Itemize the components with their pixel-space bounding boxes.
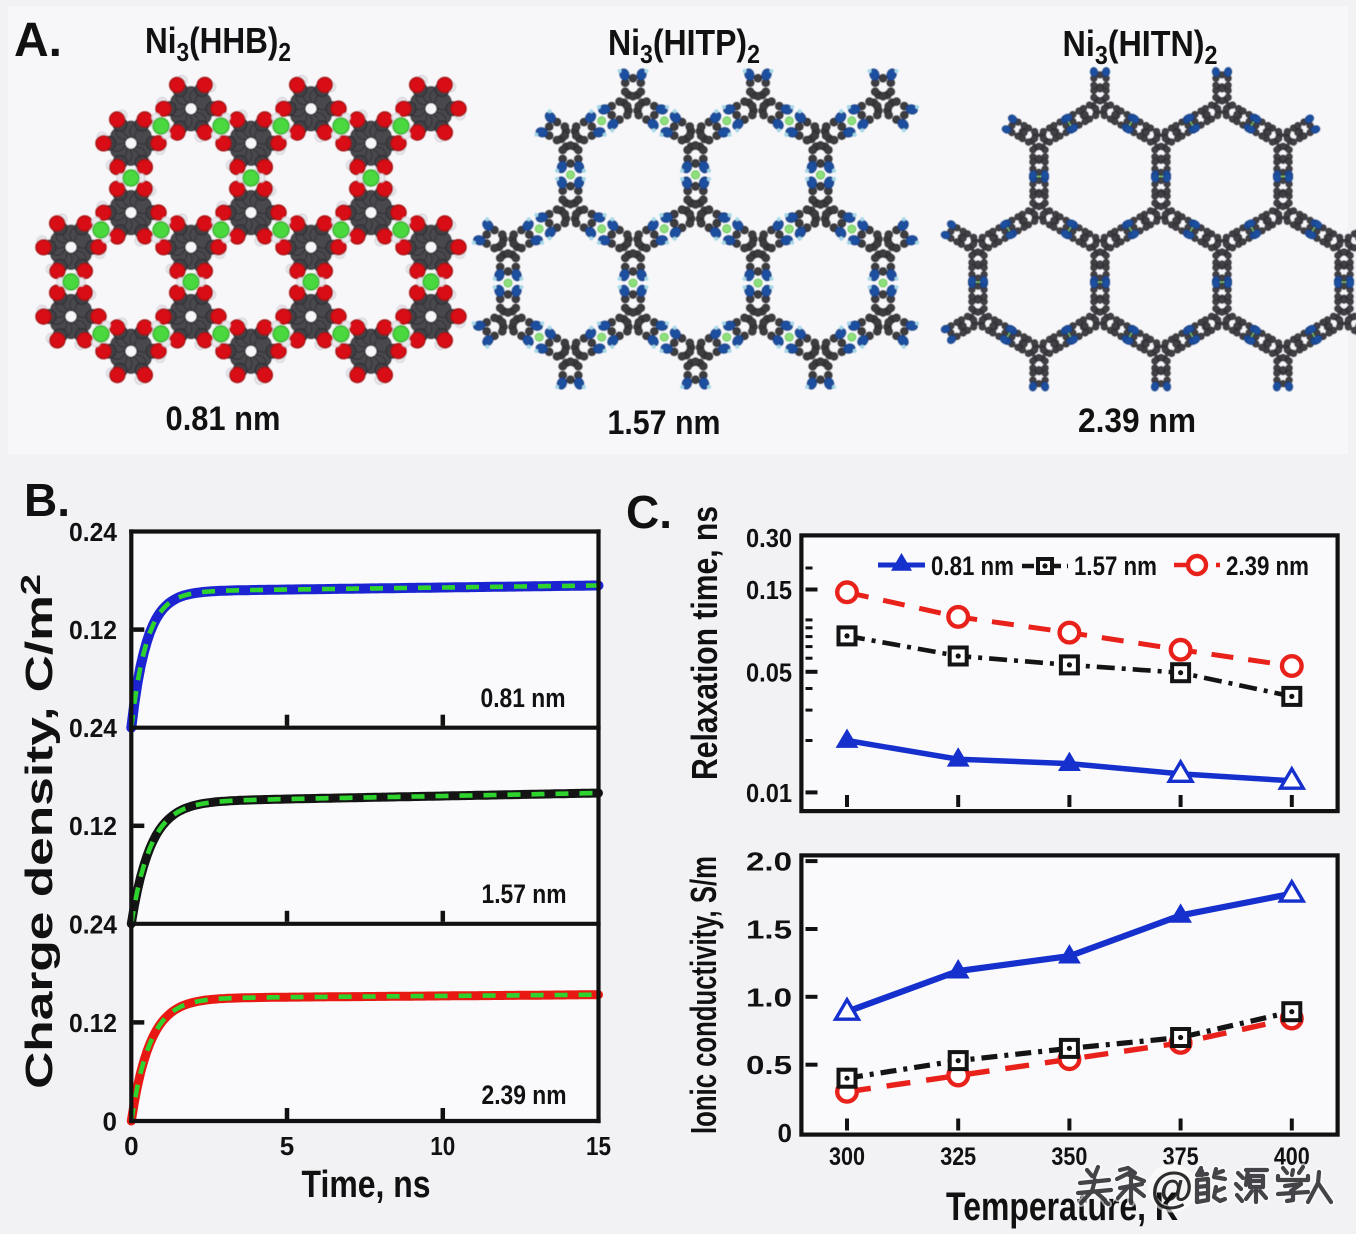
svg-text:0.05: 0.05 (746, 659, 792, 687)
svg-text:10: 10 (430, 1133, 455, 1162)
svg-text:1.57 nm: 1.57 nm (1074, 552, 1157, 581)
svg-text:0: 0 (124, 1131, 138, 1161)
svg-text:15: 15 (586, 1133, 611, 1162)
svg-text:Charge density, C/m: Charge density, C/m (18, 595, 61, 1089)
svg-text:0.5: 0.5 (746, 1051, 792, 1080)
svg-text:0.24: 0.24 (69, 715, 117, 744)
svg-text:2.39 nm: 2.39 nm (1226, 552, 1309, 581)
svg-text:0.24: 0.24 (69, 911, 117, 940)
svg-text:350: 350 (1051, 1143, 1087, 1171)
svg-text:325: 325 (940, 1143, 976, 1171)
svg-text:A.: A. (14, 14, 62, 67)
svg-text:Ni3(HHB)2: Ni3(HHB)2 (145, 21, 291, 67)
svg-text:0.81 nm: 0.81 nm (166, 400, 281, 438)
svg-text:Ni3(HITN)2: Ni3(HITN)2 (1063, 24, 1218, 70)
svg-text:2.39 nm: 2.39 nm (1078, 401, 1196, 439)
svg-text:Time, ns: Time, ns (302, 1163, 431, 1205)
svg-text:Ionic conductivity, S/m: Ionic conductivity, S/m (684, 856, 724, 1134)
svg-text:C.: C. (626, 486, 672, 538)
svg-text:Relaxation time, ns: Relaxation time, ns (686, 506, 726, 780)
svg-text:0.15: 0.15 (746, 577, 792, 605)
svg-text:0.30: 0.30 (746, 525, 792, 553)
svg-text:5: 5 (280, 1131, 294, 1161)
svg-text:2: 2 (16, 574, 47, 595)
svg-text:2.39 nm: 2.39 nm (481, 1080, 566, 1110)
svg-text:300: 300 (829, 1143, 865, 1171)
svg-text:0.12: 0.12 (69, 1009, 117, 1038)
svg-text:Ni3(HITP)2: Ni3(HITP)2 (608, 23, 760, 69)
svg-text:0: 0 (778, 1118, 792, 1148)
svg-text:1.57 nm: 1.57 nm (608, 403, 721, 441)
svg-text:B.: B. (24, 474, 70, 526)
svg-text:1.0: 1.0 (746, 984, 792, 1013)
svg-text:0.81 nm: 0.81 nm (480, 683, 565, 713)
svg-text:1.57 nm: 1.57 nm (481, 879, 566, 909)
svg-text:0.81 nm: 0.81 nm (931, 552, 1014, 581)
svg-text:@: @ (1151, 1164, 1194, 1213)
svg-text:2.0: 2.0 (746, 848, 792, 877)
svg-text:0.12: 0.12 (69, 617, 117, 646)
svg-text:1.5: 1.5 (746, 916, 792, 945)
svg-text:0.01: 0.01 (746, 780, 792, 808)
svg-text:0.24: 0.24 (69, 518, 117, 547)
svg-text:0.12: 0.12 (69, 813, 117, 842)
svg-text:0: 0 (103, 1107, 117, 1137)
